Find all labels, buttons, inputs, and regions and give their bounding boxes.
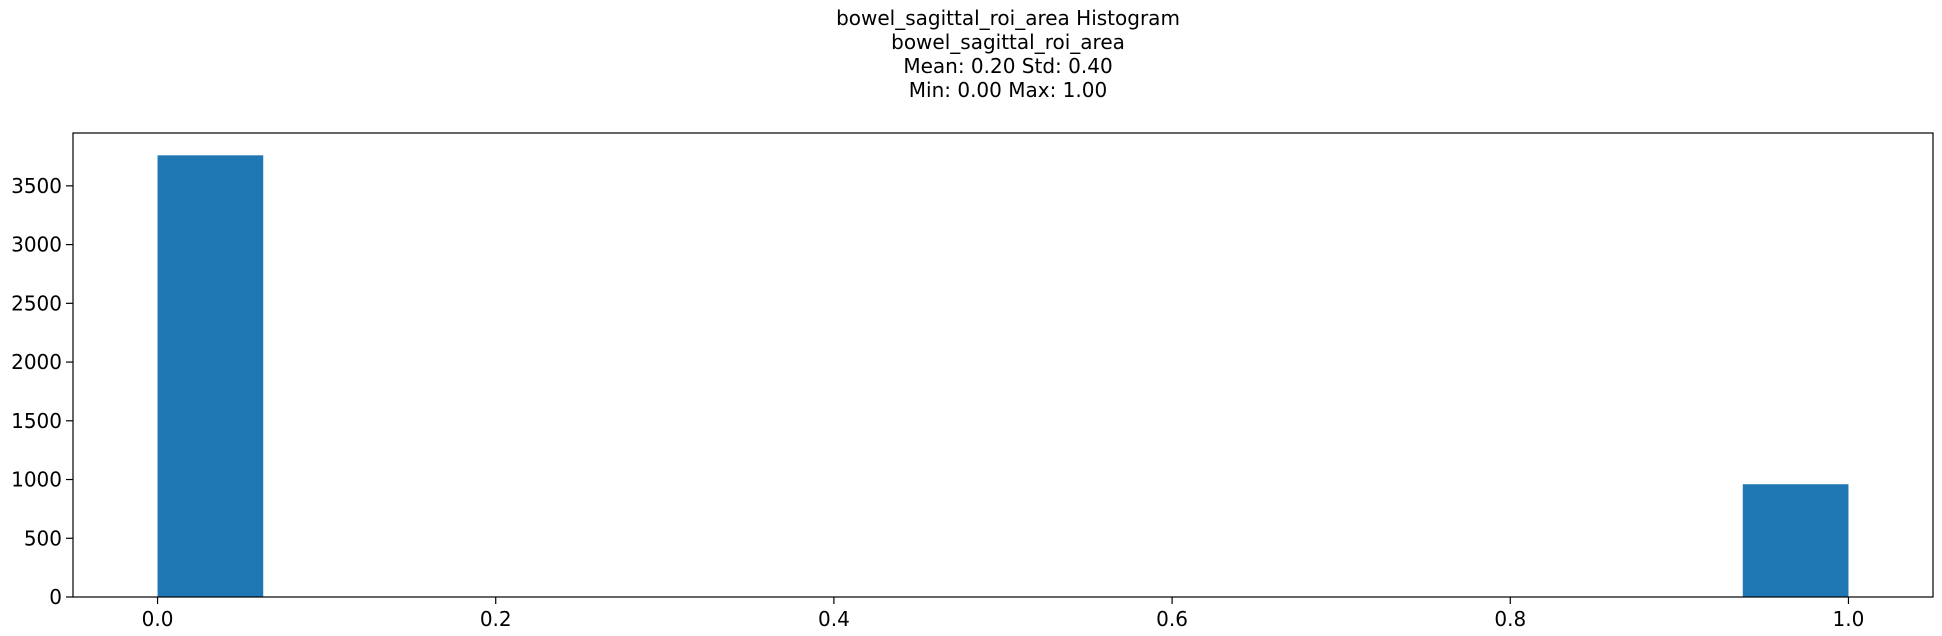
chart-title-line-3: Mean: 0.20 Std: 0.40 [903,54,1113,78]
x-tick-label: 0.2 [480,607,512,631]
x-tick-label: 0.8 [1494,607,1526,631]
plot-frame [72,132,1934,598]
y-tick-label: 2000 [11,350,62,374]
chart-title-line-4: Min: 0.00 Max: 1.00 [908,78,1108,102]
bars-group [157,155,1849,598]
y-tick-label: 0 [49,585,62,609]
chart-title-line-2: bowel_sagittal_roi_area [891,30,1125,54]
histogram-bar-1 [1742,484,1849,597]
y-tick-label: 2500 [11,291,62,315]
y-axis: 0 500 1000 1500 2000 2500 3000 3500 [11,174,73,609]
y-tick-label: 500 [24,526,62,550]
y-tick-label: 1000 [11,468,62,492]
y-tick-label: 3000 [11,233,62,257]
x-tick-label: 0.6 [1156,607,1188,631]
chart-title-line-1: bowel_sagittal_roi_area Histogram [836,6,1180,30]
x-tick-label: 0.0 [142,607,174,631]
chart-title: bowel_sagittal_roi_area Histogram bowel_… [0,6,1942,102]
x-tick-label: 1.0 [1833,607,1865,631]
x-axis: 0.0 0.2 0.4 0.6 0.8 1.0 [142,597,1865,631]
x-tick-label: 0.4 [818,607,850,631]
histogram-bar-0 [157,155,264,598]
y-tick-label: 3500 [11,174,62,198]
y-tick-label: 1500 [11,409,62,433]
